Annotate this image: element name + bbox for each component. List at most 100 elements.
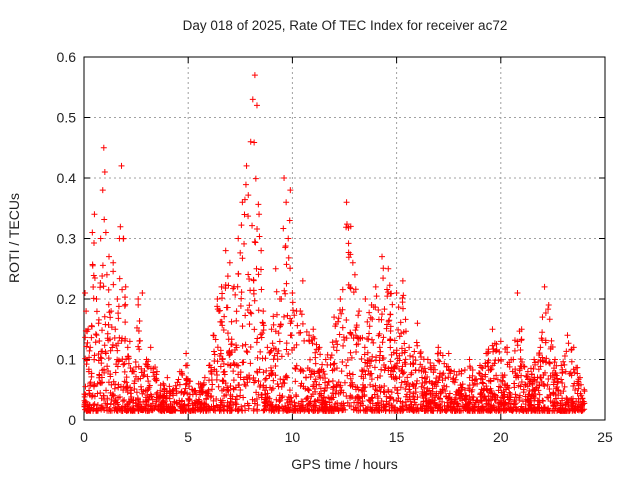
data-point <box>170 392 177 399</box>
data-point <box>283 280 290 287</box>
data-point <box>251 297 258 304</box>
data-point <box>520 386 527 393</box>
data-point <box>348 403 355 410</box>
data-point <box>447 370 454 377</box>
data-point <box>144 373 151 380</box>
data-point <box>389 301 396 308</box>
data-point <box>551 356 558 363</box>
data-point <box>142 387 149 394</box>
data-point <box>420 368 427 375</box>
data-point <box>250 407 257 414</box>
data-point <box>138 407 145 414</box>
data-point <box>167 400 174 407</box>
data-point <box>387 358 394 365</box>
data-point <box>361 351 368 358</box>
data-point <box>88 334 95 341</box>
data-point <box>512 366 519 373</box>
data-point <box>396 333 403 340</box>
data-point <box>135 327 142 334</box>
data-point <box>160 380 167 387</box>
data-point <box>289 289 296 296</box>
data-point <box>237 392 244 399</box>
data-point <box>210 406 217 413</box>
data-point <box>482 371 489 378</box>
data-point <box>317 374 324 381</box>
data-point <box>560 388 567 395</box>
data-point <box>345 240 352 247</box>
data-point <box>259 330 266 337</box>
data-point <box>332 321 339 328</box>
data-point <box>316 397 323 404</box>
data-point <box>277 376 284 383</box>
data-point <box>203 395 210 402</box>
data-point <box>563 348 570 355</box>
data-point <box>387 328 394 335</box>
data-point <box>540 380 547 387</box>
data-point <box>332 390 339 397</box>
data-point <box>374 400 381 407</box>
data-point <box>217 363 224 370</box>
data-point <box>562 401 569 408</box>
data-point <box>289 299 296 306</box>
data-point <box>252 175 259 182</box>
data-point <box>273 311 280 318</box>
data-point <box>241 211 248 218</box>
data-point <box>327 405 334 412</box>
data-point <box>568 372 575 379</box>
data-point <box>344 399 351 406</box>
data-point <box>232 396 239 403</box>
data-point <box>488 366 495 373</box>
data-point <box>339 286 346 293</box>
data-point <box>490 346 497 353</box>
data-point <box>364 349 371 356</box>
data-point <box>539 357 546 364</box>
data-point <box>266 372 273 379</box>
data-point <box>107 347 114 354</box>
data-point <box>497 338 504 345</box>
data-point <box>110 281 117 288</box>
data-point <box>395 304 402 311</box>
data-point <box>559 407 566 414</box>
data-point <box>197 384 204 391</box>
data-point <box>276 404 283 411</box>
data-point <box>230 377 237 384</box>
data-point <box>300 368 307 375</box>
data-point <box>91 356 98 363</box>
data-point <box>219 356 226 363</box>
data-point <box>517 347 524 354</box>
data-point <box>238 222 245 229</box>
data-point <box>293 393 300 400</box>
data-point <box>368 302 375 309</box>
data-point <box>89 262 96 269</box>
data-point <box>380 355 387 362</box>
data-point <box>82 289 89 296</box>
data-point <box>114 296 121 302</box>
data-point <box>247 360 254 367</box>
data-point <box>359 368 366 375</box>
data-point <box>400 292 407 299</box>
data-point <box>250 277 257 284</box>
data-point <box>237 387 244 394</box>
data-point <box>552 395 559 402</box>
data-point <box>367 314 374 321</box>
data-point <box>437 349 444 356</box>
data-point <box>345 254 352 261</box>
data-point <box>367 381 374 388</box>
data-point <box>359 398 366 405</box>
data-point <box>106 253 113 260</box>
data-point <box>235 406 242 413</box>
data-point <box>493 341 500 348</box>
data-point <box>419 374 426 381</box>
data-point <box>104 400 111 407</box>
data-point <box>542 339 549 346</box>
data-point <box>493 372 500 379</box>
data-point <box>112 369 119 376</box>
data-point <box>100 283 107 290</box>
data-point <box>532 359 539 366</box>
data-point <box>483 406 490 413</box>
data-point <box>184 362 191 369</box>
data-point <box>227 395 234 402</box>
data-point <box>379 311 386 318</box>
data-point <box>469 393 476 400</box>
y-axis-label: ROTI / TECUs <box>6 193 22 283</box>
